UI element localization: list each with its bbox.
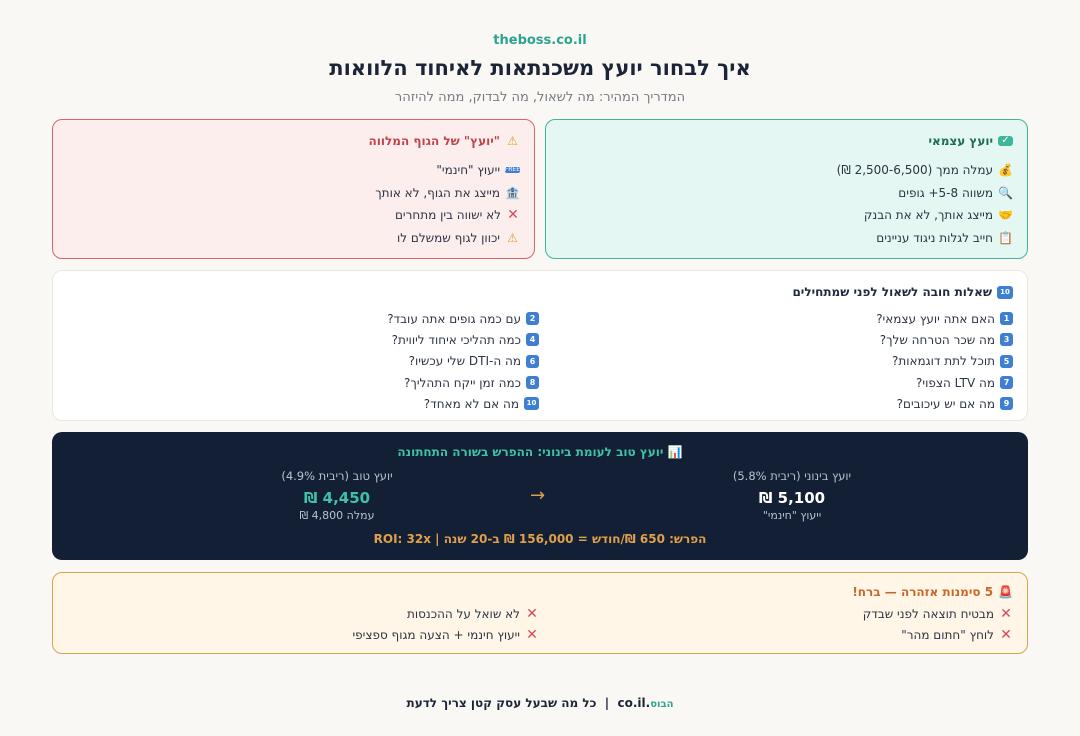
chart-icon: 📊 (667, 445, 683, 459)
magnifier-icon: 🔍 (998, 185, 1013, 200)
clipboard-icon: 📋 (998, 230, 1013, 245)
good-advisor-note: עמלה 4,800 ₪ (299, 509, 375, 522)
footer-brand-suffix: .co.il (617, 696, 651, 710)
warning-item: ✕ ייעוץ חינמי + הצעה מגוף ספציפי (352, 627, 538, 644)
list-item: ⚠ יכוון לגוף שמשלם לו (375, 227, 520, 250)
average-advisor-note: ייעוץ "חינמי" (762, 509, 822, 522)
list-item: FREE ייעוץ "חינמי" (436, 163, 520, 178)
good-advisor-label: יועץ טוב (ריבית 4.9%) (281, 469, 393, 483)
cross-icon: ✕ (507, 207, 519, 224)
average-advisor-value: 5,100 ₪ (758, 489, 826, 507)
question-item: 8 כמה זמן ייקח התהליך? (387, 372, 539, 393)
independent-advisor-header: ✓ יועץ עצמאי (928, 134, 1013, 148)
warnings-title: 5 סימנות אזהרה — ברח! (852, 585, 994, 599)
question-item: 4 כמה תהליכי איחוד ליווית? (387, 329, 539, 350)
warning-item: ✕ מבטיח תוצאה לפני שבדק (862, 605, 1012, 622)
free-icon: FREE (504, 166, 520, 174)
questions-left-column: 2 עם כמה גופים אתה עובד? 4 כמה תהליכי איחו… (387, 308, 539, 414)
lender-advisor-title: "יועץ" של הגוף המלווה (368, 134, 500, 148)
questions-card: 10 שאלות חובה לשאול לפני שמתחילים 1 האם א… (52, 270, 1028, 421)
warning-item: ✕ לא שואל על ההכנסות (406, 605, 538, 622)
ten-badge-icon: 10 (997, 285, 1013, 299)
warnings-left-column: ✕ לא שואל על ההכנסות ✕ ייעוץ חינמי + הצעה … (352, 603, 539, 646)
lender-advisor-card: ⚠ "יועץ" של הגוף המלווה FREE ייעוץ "חינמ… (52, 119, 535, 259)
warnings-right-column: ✕ מבטיח תוצאה לפני שבדק ✕ לוחץ "חתום מהר" (863, 603, 1013, 646)
average-advisor-label: יועץ בינוני (ריבית 5.8%) (732, 469, 852, 483)
roi-summary: הפרש: 650 ₪/חודש = 156,000 ₪ ב-20 שנה | … (373, 532, 707, 546)
cross-icon: ✕ (526, 627, 538, 644)
lender-advisor-header: ⚠ "יועץ" של הגוף המלווה (369, 134, 520, 148)
warning-icon: ⚠ (507, 134, 518, 148)
footer: הבוס.co.il | כל מה שבעל עסק קטן צריך לדע… (0, 696, 1080, 710)
warning-icon: ⚠ (507, 230, 518, 245)
cross-icon: ✕ (526, 605, 538, 622)
warning-item: ✕ לוחץ "חתום מהר" (901, 627, 1012, 644)
list-item: 🤝 מייצג אותך, לא את הבנק (863, 208, 1013, 223)
footer-brand[interactable]: הבוס.co.il (613, 696, 674, 710)
independent-advisor-card: ✓ יועץ עצמאי 💰 עמלה ממך (2,500-6,500 ₪) … (545, 119, 1028, 259)
questions-header: 10 שאלות חובה לשאול לפני שמתחילים (792, 285, 1013, 299)
check-icon: ✓ (998, 136, 1013, 146)
questions-right-column: 1 האם אתה יועץ עצמאי? 3 מה שכר הטרחה שלך? … (876, 308, 1013, 414)
footer-tagline: כל מה שבעל עסק קטן צריך לדעת (406, 696, 597, 710)
cross-icon: ✕ (1000, 627, 1012, 644)
question-item: 10 מה אם לא מאחד? (387, 393, 539, 414)
footer-separator: | (604, 696, 610, 710)
question-item: 9 מה אם יש עיכובים? (876, 393, 1013, 414)
good-advisor: יועץ טוב (ריבית 4.9%) 4,450 ₪ עמלה 4,800… (237, 469, 437, 522)
comparison-title: יועץ טוב לעומת בינוני: ההפרש בשורה התחתו… (397, 445, 664, 459)
page-title: איך לבחור יועץ משכנתאות לאיחוד הלוואות (329, 56, 751, 80)
question-item: 3 מה שכר הטרחה שלך? (876, 329, 1013, 350)
footer-brand-main: הבוס (650, 699, 674, 710)
good-advisor-value: 4,450 ₪ (303, 489, 371, 507)
comparison-header: 📊 יועץ טוב לעומת בינוני: ההפרש בשורה התח… (52, 445, 1028, 459)
question-item: 6 מה ה-DTI שלי עכשיו? (387, 351, 539, 372)
list-item: 🏦 מייצג את הגוף, לא אותך (375, 185, 520, 200)
question-item: 1 האם אתה יועץ עצמאי? (876, 308, 1013, 329)
warnings-card: 🚨 5 סימנות אזהרה — ברח! ✕ מבטיח תוצאה לפנ… (52, 572, 1028, 654)
independent-advisor-title: יועץ עצמאי (928, 134, 993, 148)
list-item: 💰 עמלה ממך (2,500-6,500 ₪) (836, 163, 1013, 178)
money-bag-icon: 💰 (998, 163, 1013, 178)
question-item: 7 מה LTV הצפוי? (876, 372, 1013, 393)
warnings-header: 🚨 5 סימנות אזהרה — ברח! (852, 585, 1013, 599)
list-item: 📋 חייב לגלות ניגוד עניינים (876, 230, 1013, 245)
question-item: 5 תוכל לתת דוגמאות? (876, 351, 1013, 372)
question-item: 2 עם כמה גופים אתה עובד? (387, 308, 539, 329)
handshake-icon: 🤝 (998, 208, 1013, 223)
list-item: ✕ לא ישווה בין מתחרים (394, 207, 519, 224)
list-item: 🔍 משווה 5-8+ גופים (898, 185, 1013, 200)
page-subtitle: המדריך המהיר: מה לשאול, מה לבדוק, ממה לה… (394, 90, 686, 105)
comparison-card: 📊 יועץ טוב לעומת בינוני: ההפרש בשורה התח… (52, 432, 1028, 560)
bank-icon: 🏦 (505, 185, 520, 200)
arrow-right-icon: → (530, 485, 546, 506)
site-domain: theboss.co.il (493, 33, 587, 48)
average-advisor: יועץ בינוני (ריבית 5.8%) 5,100 ₪ ייעוץ "… (692, 469, 892, 522)
siren-icon: 🚨 (998, 585, 1013, 599)
cross-icon: ✕ (1000, 605, 1012, 622)
questions-title: שאלות חובה לשאול לפני שמתחילים (792, 285, 992, 299)
